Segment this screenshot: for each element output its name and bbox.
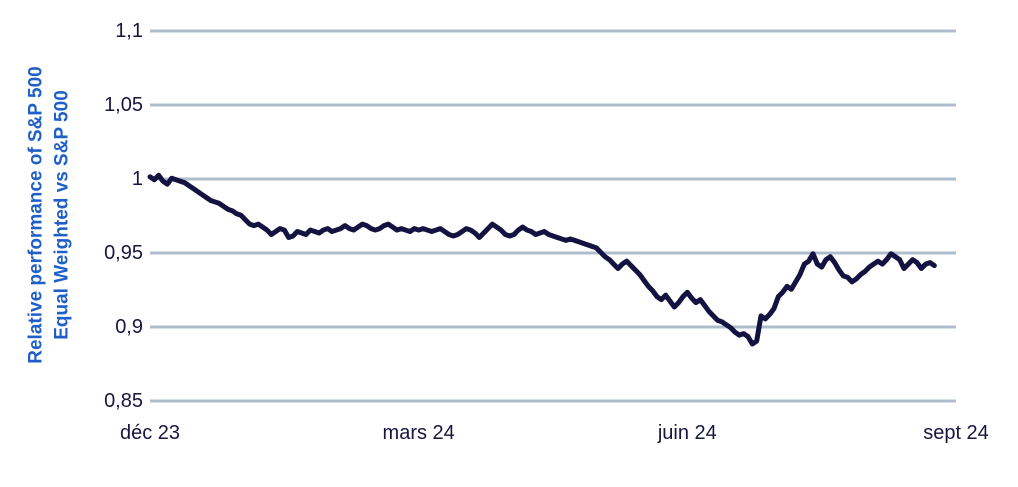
y-tick-label: 0,85	[104, 390, 143, 412]
gridlines	[150, 29, 956, 403]
data-series-group	[147, 172, 937, 347]
y-axis-tick-labels: 0,85 0,9 0,95 1 1,05 1,1	[85, 0, 143, 430]
x-tick-label: juin 24	[657, 422, 717, 444]
x-tick-label: sept 24	[923, 422, 989, 444]
data-line	[147, 172, 937, 347]
x-axis-tick-labels: déc 23 mars 24 juin 24 sept 24	[0, 421, 1018, 461]
y-tick-label: 0,95	[104, 242, 143, 264]
y-tick-label: 0,9	[115, 316, 143, 338]
y-tick-label: 1	[131, 168, 143, 190]
y-tick-label: 1,05	[104, 94, 143, 116]
x-tick-label: mars 24	[382, 422, 455, 444]
x-tick-label: déc 23	[119, 422, 181, 444]
y-tick-label: 1,1	[115, 20, 143, 42]
